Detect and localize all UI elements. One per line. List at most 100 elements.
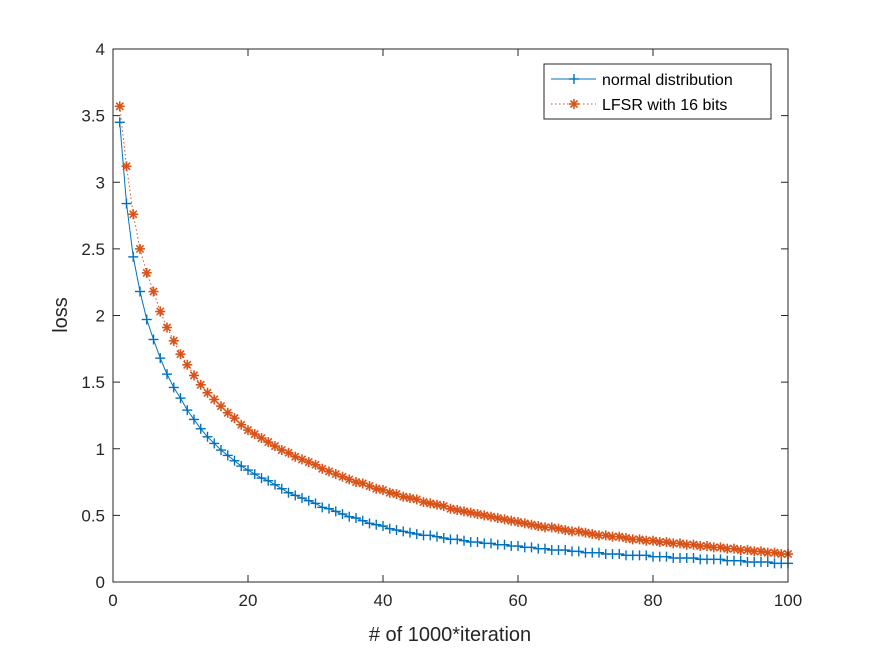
plus-marker-0-29 [310, 498, 321, 509]
asterisk-marker-1-17 [229, 413, 240, 424]
plot-area [113, 49, 788, 582]
asterisk-marker-1-97 [769, 547, 780, 558]
plus-marker-0-14 [209, 438, 220, 449]
plus-marker-0-44 [411, 529, 422, 540]
asterisk-marker-1-49 [445, 503, 456, 514]
plus-marker-0-50 [452, 534, 463, 545]
plus-marker-0-66 [560, 545, 571, 556]
asterisk-marker-1-74 [614, 531, 625, 542]
plus-marker-0-17 [229, 455, 240, 466]
asterisk-marker-1-20 [249, 429, 260, 440]
asterisk-marker-1-59 [513, 517, 523, 528]
plus-marker-0-33 [337, 509, 348, 520]
asterisk-marker-1-3 [135, 243, 145, 254]
plus-marker-0-46 [425, 530, 436, 541]
asterisk-marker-1-40 [384, 487, 395, 498]
plus-marker-0-89 [715, 554, 726, 565]
plus-marker-0-85 [688, 553, 699, 564]
plus-marker-0-63 [540, 543, 550, 554]
asterisk-marker-1-2 [128, 209, 139, 220]
plus-marker-0-43 [405, 527, 415, 538]
y-tick-label-6: 3 [96, 173, 105, 192]
asterisk-marker-1-58 [506, 515, 517, 526]
plus-marker-0-42 [398, 526, 409, 537]
plus-marker-0-51 [459, 535, 469, 546]
plus-marker-0-11 [189, 414, 199, 425]
plus-marker-0-12 [195, 423, 206, 434]
legend: normal distribution LFSR with 16 bits [543, 63, 772, 120]
asterisk-marker-1-7 [162, 322, 172, 333]
asterisk-marker-1-38 [371, 483, 382, 494]
asterisk-marker-1-13 [202, 387, 213, 398]
asterisk-marker-1-83 [675, 538, 685, 549]
plus-marker-0-31 [324, 503, 334, 514]
asterisk-marker-1-73 [607, 531, 618, 542]
plus-marker-0-28 [303, 495, 314, 506]
asterisk-marker-1-65 [553, 523, 564, 534]
x-tick-label-4: 80 [644, 591, 663, 610]
y-tick-label-5: 2.5 [81, 240, 105, 259]
plus-marker-0-1 [121, 198, 132, 209]
asterisk-marker-1-1 [121, 161, 132, 172]
asterisk-marker-1-6 [155, 306, 166, 317]
legend-box [543, 63, 772, 120]
plus-marker-0-35 [351, 513, 361, 524]
plus-marker-0-74 [614, 549, 625, 560]
asterisk-marker-1-64 [546, 522, 557, 533]
plus-marker-0-34 [344, 511, 355, 522]
plus-marker-0-59 [513, 541, 523, 552]
plus-marker-0-26 [290, 490, 301, 501]
x-tick-label-1: 20 [239, 591, 258, 610]
y-tick-label-3: 1.5 [81, 373, 105, 392]
plus-marker-0-3 [135, 286, 145, 297]
plus-marker-0-32 [330, 506, 341, 517]
plus-marker-0-9 [175, 393, 186, 404]
plus-marker-0-68 [573, 546, 584, 557]
asterisk-marker-1-66 [560, 525, 571, 536]
asterisk-marker-1-14 [209, 394, 220, 405]
asterisk-marker-1-91 [729, 543, 739, 554]
asterisk-marker-1-5 [148, 286, 159, 297]
plus-marker-0-15 [216, 445, 226, 456]
plus-marker-0-5 [148, 334, 159, 345]
asterisk-marker-1-23 [270, 441, 280, 452]
plus-marker-0-36 [357, 515, 368, 526]
y-tick-label-4: 2 [96, 307, 105, 326]
asterisk-marker-1-18 [236, 419, 247, 430]
plus-marker-0-96 [762, 557, 773, 568]
asterisk-marker-1-8 [168, 335, 179, 346]
y-tick-label-2: 1 [96, 440, 105, 459]
plus-marker-0-61 [526, 542, 537, 553]
x-tick-label-0: 0 [108, 591, 117, 610]
asterisk-marker-1-12 [195, 379, 206, 390]
asterisk-marker-1-35 [351, 477, 361, 488]
asterisk-marker-1-4 [141, 267, 152, 278]
plus-marker-0-39 [378, 521, 388, 532]
asterisk-marker-1-43 [405, 493, 415, 504]
asterisk-marker-1-54 [479, 510, 490, 521]
asterisk-marker-1-42 [398, 491, 409, 502]
asterisk-marker-1-72 [600, 530, 611, 541]
asterisk-marker-1-85 [688, 539, 699, 550]
asterisk-marker-1-79 [648, 535, 658, 546]
asterisk-marker-1-67 [567, 526, 577, 537]
asterisk-marker-1-25 [283, 447, 294, 458]
asterisk-marker-1-45 [418, 497, 429, 508]
asterisk-marker-1-19 [243, 425, 253, 436]
asterisk-marker-1-95 [756, 546, 766, 557]
plus-marker-0-8 [168, 382, 179, 393]
asterisk-marker-1-89 [715, 542, 726, 553]
asterisk-marker-1-56 [492, 513, 503, 524]
plus-marker-0-57 [499, 539, 510, 550]
plus-marker-0-7 [162, 369, 172, 380]
asterisk-marker-1-70 [587, 529, 598, 540]
asterisk-marker-1-90 [722, 543, 733, 554]
plus-marker-0-24 [276, 483, 287, 494]
plus-marker-0-20 [249, 469, 260, 480]
x-axis-label: # of 1000*iteration [369, 624, 531, 646]
plus-marker-0-30 [317, 502, 328, 513]
asterisk-marker-1-53 [472, 509, 483, 520]
legend-marker-lfsr [569, 99, 579, 109]
plus-marker-0-6 [155, 353, 166, 364]
